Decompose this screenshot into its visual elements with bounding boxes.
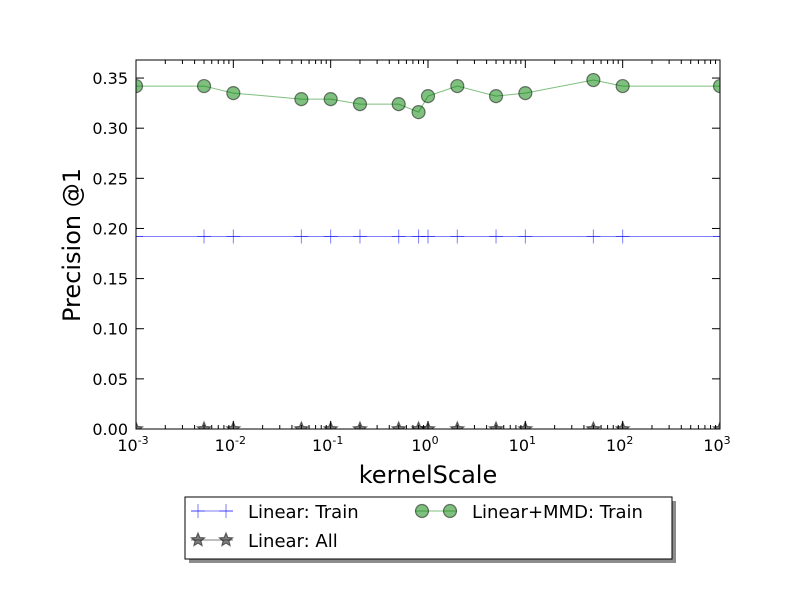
data-point-series-2 <box>391 97 406 112</box>
legend-swatch-marker <box>191 504 205 518</box>
x-tick-base: 10 <box>703 436 723 455</box>
data-point-series-0 <box>197 229 212 244</box>
data-point-series-2 <box>518 85 533 101</box>
data-point-series-2 <box>411 105 426 120</box>
data-point-series-2 <box>323 92 338 107</box>
legend-label: Linear+MMD: Train <box>472 502 643 523</box>
x-tick-base: 10 <box>411 436 431 455</box>
data-point-series-2 <box>294 92 309 107</box>
data-point-series-0 <box>226 229 241 244</box>
data-point-series-0 <box>518 229 533 244</box>
data-point-series-0 <box>323 229 338 244</box>
x-tick-base: 10 <box>606 436 626 455</box>
legend-box <box>184 496 673 560</box>
x-tick-base: 10 <box>312 436 332 455</box>
x-tick-exponent: -1 <box>332 434 343 447</box>
y-tick-label: 0.25 <box>92 169 128 188</box>
x-tick-base: 10 <box>215 436 235 455</box>
x-tick-exponent: -2 <box>235 434 246 447</box>
x-tick-label: 10-1 <box>312 434 343 455</box>
legend: Linear: Train Linear: All Linear+MMD: Trai… <box>184 496 676 563</box>
y-axis-ticks: 0.00 0.05 0.10 0.15 0.20 0.25 0.30 0.35 <box>92 69 720 439</box>
x-axis-ticks: 10-3 10-2 10-1 100 101 102 103 <box>117 60 731 455</box>
x-axis-label: kernelScale <box>359 461 497 489</box>
x-tick-base: 10 <box>509 436 529 455</box>
data-point-series-2 <box>420 88 436 104</box>
x-tick-label: 10-2 <box>215 434 246 455</box>
x-tick-exponent: -3 <box>138 434 149 447</box>
y-tick-label: 0.15 <box>92 270 128 289</box>
plot-area <box>136 72 720 429</box>
data-point-series-2 <box>196 78 212 94</box>
legend-swatch-marker <box>442 503 458 519</box>
data-point-series-2 <box>226 85 241 101</box>
x-tick-exponent: 1 <box>529 434 536 447</box>
data-point-series-2 <box>586 72 601 88</box>
data-point-series-0 <box>586 229 601 244</box>
data-point-series-2 <box>352 97 368 112</box>
data-point-series-1 <box>711 420 720 429</box>
legend-entry: Linear: Train <box>191 502 359 523</box>
legend-swatch-marker <box>217 531 235 547</box>
x-tick-exponent: 0 <box>432 434 439 447</box>
y-tick-label: 0.00 <box>92 420 128 439</box>
x-tick-exponent: 2 <box>626 434 633 447</box>
data-point-series-2 <box>712 78 720 94</box>
data-point-series-0 <box>615 229 630 244</box>
x-tick-label: 100 <box>411 434 438 455</box>
legend-swatch-marker <box>219 504 233 518</box>
legend-label: Linear: All <box>248 531 338 552</box>
data-point-series-1 <box>136 420 145 429</box>
data-point-series-0 <box>489 229 504 244</box>
y-tick-label: 0.20 <box>92 219 128 238</box>
data-point-series-0 <box>421 229 435 244</box>
y-tick-label: 0.35 <box>92 69 128 88</box>
legend-entry: Linear: All <box>189 531 338 552</box>
data-point-series-0 <box>450 229 465 244</box>
y-tick-label: 0.30 <box>92 119 128 138</box>
data-point-series-0 <box>136 229 143 244</box>
axes-frame <box>135 59 721 430</box>
plot-series <box>136 72 720 429</box>
legend-label: Linear: Train <box>248 502 359 523</box>
data-point-series-2 <box>136 78 144 94</box>
x-tick-label: 102 <box>606 434 633 455</box>
data-point-series-2 <box>615 78 630 94</box>
legend-swatch-marker <box>414 503 430 519</box>
legend-items: Linear: Train Linear: All Linear+MMD: Trai… <box>189 502 643 552</box>
data-point-series-0 <box>713 229 720 244</box>
x-tick-label: 101 <box>509 434 536 455</box>
y-axis-label: Precision @1 <box>58 168 86 322</box>
x-tick-label: 103 <box>703 434 730 455</box>
y-tick-label: 0.10 <box>92 320 128 339</box>
legend-swatch-marker <box>189 531 207 547</box>
y-tick-label: 0.05 <box>92 370 128 389</box>
x-tick-base: 10 <box>117 436 137 455</box>
legend-entry: Linear+MMD: Train <box>414 502 643 523</box>
data-point-series-0 <box>391 229 406 244</box>
data-point-series-0 <box>294 229 309 244</box>
data-point-series-2 <box>488 88 504 104</box>
data-point-series-0 <box>352 229 367 244</box>
data-point-series-2 <box>450 78 465 94</box>
x-tick-label: 10-3 <box>117 434 148 455</box>
x-tick-exponent: 3 <box>724 434 731 447</box>
